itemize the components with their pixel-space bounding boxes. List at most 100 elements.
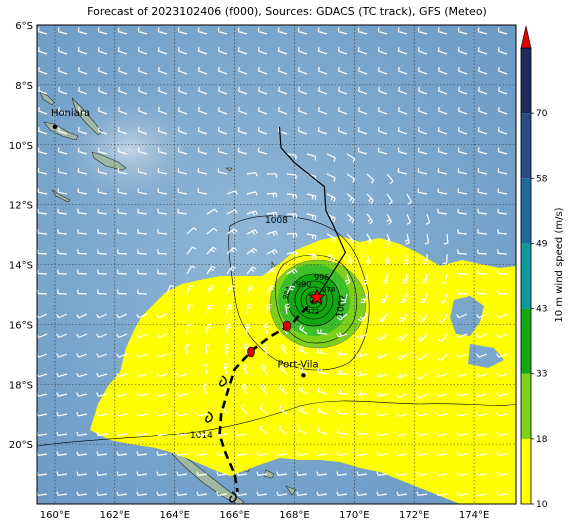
wind-barb <box>157 188 168 195</box>
wind-barb <box>77 106 88 115</box>
wind-barb <box>76 313 88 319</box>
colorbar: 10 18 33 43 49 58 70 <box>520 25 548 510</box>
wind-barb <box>137 106 148 115</box>
wind-barb <box>157 147 168 155</box>
wind-barb <box>457 208 468 215</box>
wind-barb <box>436 491 448 497</box>
wind-barb <box>136 372 148 378</box>
colorbar-tick-label: 58 <box>536 174 548 184</box>
wind-barbs <box>37 27 508 497</box>
wind-barb <box>116 313 128 319</box>
wind-barb <box>96 333 108 339</box>
wind-barb <box>206 265 216 275</box>
wind-barb <box>380 293 388 304</box>
wind-barb <box>137 167 148 175</box>
wind-barb <box>37 353 48 358</box>
wind-barb <box>357 313 368 322</box>
wind-barb <box>346 233 354 244</box>
wind-barb <box>56 353 68 358</box>
wind-barb <box>366 193 374 204</box>
longitude-tick-labels: 160°E 162°E 164°E 166°E 168°E 170°E 172°E 174°E <box>40 510 490 521</box>
wind-barb <box>297 86 308 95</box>
wind-barb <box>96 431 108 437</box>
wind-barb <box>116 411 128 417</box>
wind-barb <box>136 392 148 397</box>
wind-barb <box>136 411 148 417</box>
wind-barb <box>417 127 428 135</box>
wind-barb <box>496 431 508 437</box>
wind-barb <box>197 66 208 75</box>
wind-barb <box>246 191 258 196</box>
wind-barb <box>57 47 68 55</box>
colorbar-extend-arrow <box>520 25 532 49</box>
wind-barb <box>397 106 408 115</box>
wind-barb <box>206 227 218 235</box>
wind-barb <box>257 47 268 55</box>
wind-barb <box>437 47 448 55</box>
wind-barb <box>57 269 68 275</box>
city-label: Port-Vila <box>277 359 318 370</box>
colorbar-tick-label: 33 <box>536 370 547 380</box>
wind-barb <box>442 253 448 265</box>
colorbar-tick-label: 43 <box>536 305 547 315</box>
wind-barb <box>366 173 375 184</box>
wind-barb <box>37 27 48 35</box>
wind-barb <box>277 27 288 35</box>
wind-barb <box>337 47 348 55</box>
wind-barb <box>263 323 270 335</box>
wind-barb <box>376 411 388 417</box>
latitude-tick-labels: 6°S 8°S 10°S 12°S 14°S 16°S 18°S 20°S <box>9 21 33 451</box>
wind-barb <box>457 188 468 195</box>
wind-barb <box>37 208 48 215</box>
colorbar-tick-label: 49 <box>536 239 548 249</box>
wind-barb <box>56 451 68 456</box>
wind-barb <box>477 289 488 295</box>
wind-barb <box>196 491 208 497</box>
wind-barb <box>246 210 258 216</box>
wind-barb <box>37 392 48 397</box>
wind-barb <box>397 333 408 342</box>
wind-barb <box>97 106 108 115</box>
wind-barb <box>56 411 68 417</box>
wind-barb <box>226 247 237 255</box>
wind-barb <box>156 392 168 397</box>
wind-barb <box>457 229 468 235</box>
wind-barb <box>37 372 48 378</box>
wind-barb <box>398 313 408 323</box>
wind-barb <box>186 285 195 295</box>
wind-barb <box>197 86 208 95</box>
wind-barb <box>97 147 108 155</box>
wind-barb <box>457 66 468 75</box>
wind-barb <box>196 411 208 417</box>
wind-barb <box>416 491 428 497</box>
wind-barb <box>157 27 168 35</box>
wind-barb <box>376 491 388 497</box>
wind-barb <box>157 86 168 95</box>
wind-barb <box>276 471 288 476</box>
wind-barb <box>56 471 68 476</box>
longitude-tick-label: 164°E <box>160 510 190 521</box>
wind-barb <box>137 47 148 55</box>
wind-barb <box>336 451 348 456</box>
wind-barb <box>97 229 108 235</box>
wind-barb <box>326 233 336 243</box>
wind-barb <box>277 86 288 95</box>
wind-barb <box>416 411 428 417</box>
wind-barb <box>136 471 148 476</box>
wind-barb <box>423 253 428 265</box>
wind-barb <box>57 208 68 215</box>
wind-barb <box>457 47 468 55</box>
wind-barb <box>257 27 268 35</box>
wind-barb <box>117 208 128 215</box>
wind-barb <box>456 392 468 397</box>
wind-barb <box>436 392 448 397</box>
wind-barb <box>57 66 68 75</box>
wind-barb <box>396 471 408 476</box>
wind-barb <box>356 333 368 340</box>
wind-barb <box>57 106 68 115</box>
wind-barb <box>457 249 468 255</box>
wind-barb <box>156 372 168 378</box>
cyclone-track-forecast <box>218 296 318 493</box>
wind-barb <box>156 313 168 319</box>
wind-barb <box>497 86 508 95</box>
